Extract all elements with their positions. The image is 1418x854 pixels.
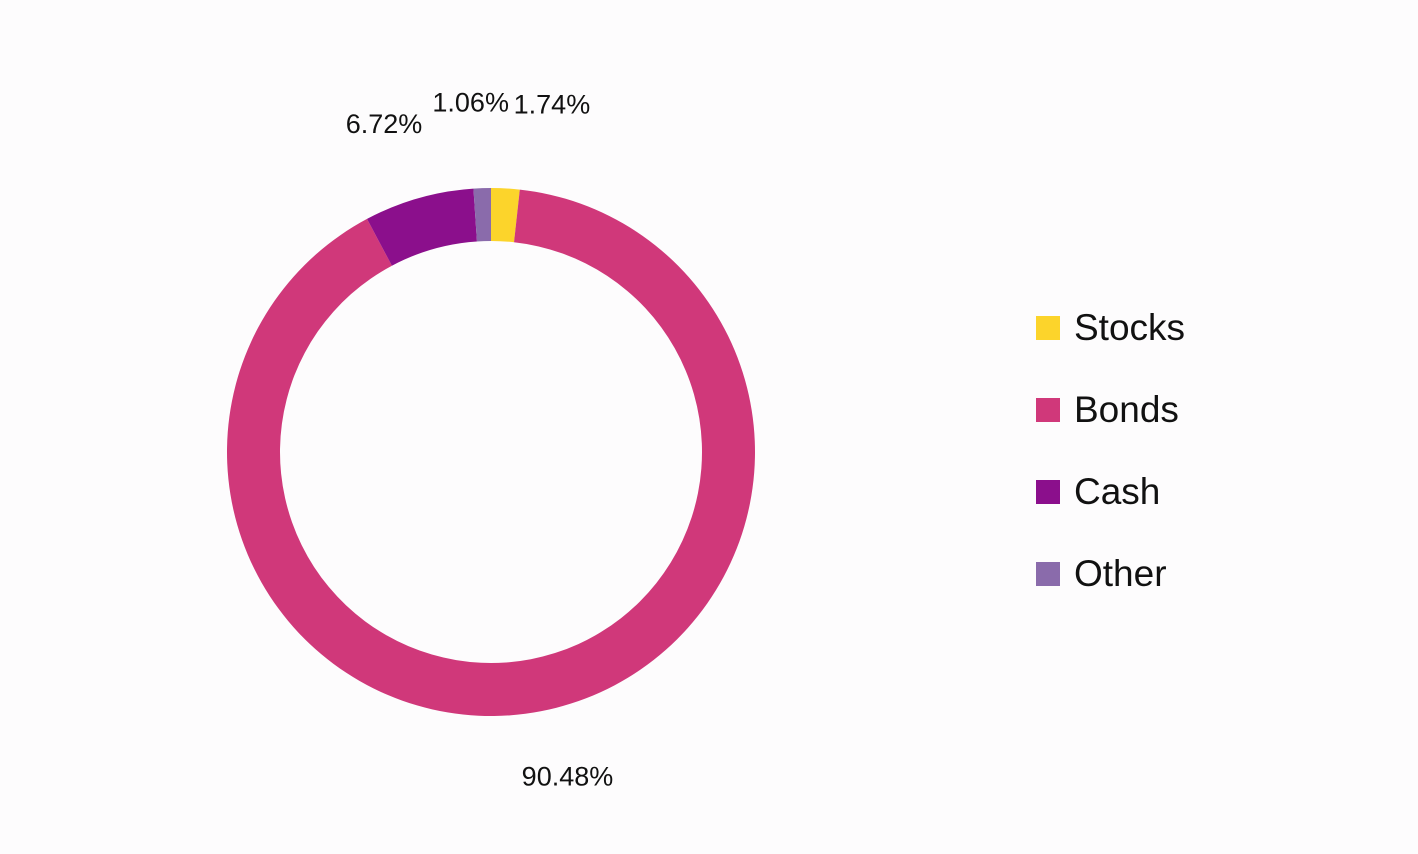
donut-slices bbox=[226, 188, 756, 716]
legend-label-bonds: Bonds bbox=[1074, 389, 1179, 430]
legend-item-stocks: Stocks bbox=[1036, 304, 1296, 352]
slice-other bbox=[473, 188, 491, 242]
legend-swatch-bonds bbox=[1036, 398, 1060, 422]
data-labels: 1.74% 90.48% 6.72% 1.06% bbox=[346, 87, 614, 791]
slice-cash bbox=[367, 188, 477, 266]
data-label-other: 1.06% bbox=[432, 87, 509, 117]
legend-swatch-stocks bbox=[1036, 316, 1060, 340]
legend-swatch-other bbox=[1036, 562, 1060, 586]
data-label-stocks: 1.74% bbox=[514, 90, 591, 120]
legend-item-other: Other bbox=[1036, 550, 1296, 598]
legend-label-cash: Cash bbox=[1074, 471, 1161, 512]
data-label-bonds: 90.48% bbox=[522, 762, 614, 792]
slice-bonds bbox=[226, 189, 756, 716]
legend-item-cash: Cash bbox=[1036, 468, 1296, 516]
legend-item-bonds: Bonds bbox=[1036, 386, 1296, 434]
legend: Stocks Bonds Cash Other bbox=[1036, 304, 1296, 632]
data-label-cash: 6.72% bbox=[346, 109, 423, 139]
legend-label-stocks: Stocks bbox=[1074, 307, 1186, 348]
slice-stocks bbox=[491, 188, 520, 243]
legend-swatch-cash bbox=[1036, 480, 1060, 504]
legend-label-other: Other bbox=[1074, 553, 1167, 594]
